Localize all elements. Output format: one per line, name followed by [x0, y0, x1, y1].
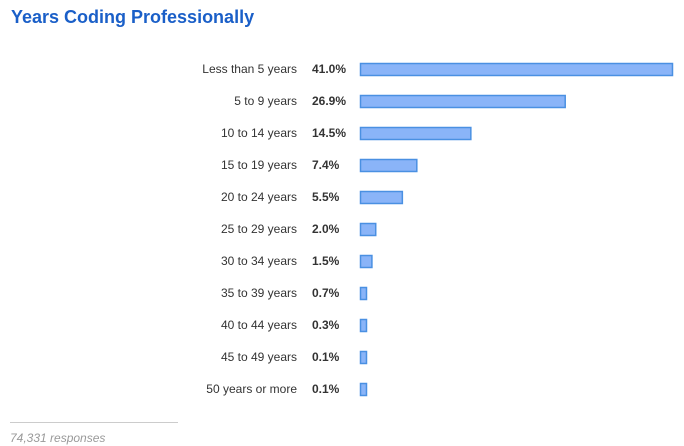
bar — [359, 62, 674, 77]
category-label: 25 to 29 years — [221, 222, 297, 236]
value-label: 41.0% — [312, 62, 346, 76]
value-label: 0.3% — [312, 318, 340, 332]
bar — [359, 318, 368, 333]
value-label: 0.7% — [312, 286, 340, 300]
bar-row: 30 to 34 years 1.5% — [221, 254, 373, 269]
bar-row: 25 to 29 years 2.0% — [221, 222, 377, 237]
bar — [359, 190, 404, 205]
chart-title: Years Coding Professionally — [11, 7, 255, 27]
bar-row: 50 years or more 0.1% — [206, 382, 368, 397]
category-label: 45 to 49 years — [221, 350, 297, 364]
bar-row: 15 to 19 years 7.4% — [221, 158, 418, 173]
value-label: 2.0% — [312, 222, 340, 236]
bar-row: 10 to 14 years 14.5% — [221, 126, 472, 141]
category-label: 30 to 34 years — [221, 254, 297, 268]
bar — [359, 222, 377, 237]
bar-chart: Less than 5 years 41.0% 5 to 9 years 26.9% 1… — [202, 62, 674, 397]
category-label: 20 to 24 years — [221, 190, 297, 204]
bar — [359, 350, 368, 365]
category-label: 5 to 9 years — [234, 94, 297, 108]
value-label: 7.4% — [312, 158, 340, 172]
bar — [359, 158, 418, 173]
category-label: Less than 5 years — [202, 62, 297, 76]
bar-row: 40 to 44 years 0.3% — [221, 318, 368, 333]
category-label: 15 to 19 years — [221, 158, 297, 172]
bar-row: Less than 5 years 41.0% — [202, 62, 674, 77]
category-label: 40 to 44 years — [221, 318, 297, 332]
footer-divider — [10, 422, 178, 423]
bar — [359, 126, 472, 141]
value-label: 26.9% — [312, 94, 346, 108]
value-label: 5.5% — [312, 190, 340, 204]
bar-row: 45 to 49 years 0.1% — [221, 350, 368, 365]
value-label: 1.5% — [312, 254, 340, 268]
bar-row: 5 to 9 years 26.9% — [234, 94, 566, 109]
bar — [359, 382, 368, 397]
bar-row: 20 to 24 years 5.5% — [221, 190, 404, 205]
response-count: 74,331 responses — [10, 431, 106, 445]
category-label: 50 years or more — [206, 382, 297, 396]
bar — [359, 94, 566, 109]
category-label: 35 to 39 years — [221, 286, 297, 300]
value-label: 14.5% — [312, 126, 346, 140]
bar — [359, 286, 368, 301]
value-label: 0.1% — [312, 350, 340, 364]
bar-row: 35 to 39 years 0.7% — [221, 286, 368, 301]
bar — [359, 254, 373, 269]
category-label: 10 to 14 years — [221, 126, 297, 140]
value-label: 0.1% — [312, 382, 340, 396]
